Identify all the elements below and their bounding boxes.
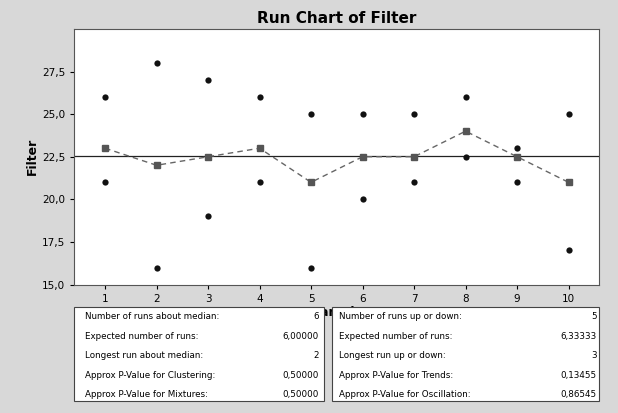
Text: 6: 6 [313,312,318,321]
Text: 0,86545: 0,86545 [561,390,597,399]
Text: 0,13455: 0,13455 [561,370,597,380]
Text: Approx P-Value for Trends:: Approx P-Value for Trends: [339,370,454,380]
Text: Approx P-Value for Oscillation:: Approx P-Value for Oscillation: [339,390,471,399]
Text: Longest run about median:: Longest run about median: [85,351,203,360]
Text: Number of runs up or down:: Number of runs up or down: [339,312,462,321]
Text: 3: 3 [591,351,597,360]
Text: Longest run up or down:: Longest run up or down: [339,351,446,360]
Text: Expected number of runs:: Expected number of runs: [85,332,198,341]
Text: 0,50000: 0,50000 [282,390,318,399]
Y-axis label: Filter: Filter [26,138,39,176]
Title: Run Chart of Filter: Run Chart of Filter [257,11,417,26]
Text: Expected number of runs:: Expected number of runs: [339,332,453,341]
Text: Number of runs about median:: Number of runs about median: [85,312,219,321]
Text: 6,33333: 6,33333 [561,332,597,341]
Text: Approx P-Value for Clustering:: Approx P-Value for Clustering: [85,370,215,380]
FancyBboxPatch shape [332,306,599,401]
Text: 0,50000: 0,50000 [282,370,318,380]
FancyBboxPatch shape [74,306,324,401]
Text: 2: 2 [313,351,318,360]
Text: Approx P-Value for Mixtures:: Approx P-Value for Mixtures: [85,390,208,399]
X-axis label: Sample: Sample [311,306,363,319]
Text: 5: 5 [591,312,597,321]
Text: 6,00000: 6,00000 [282,332,318,341]
